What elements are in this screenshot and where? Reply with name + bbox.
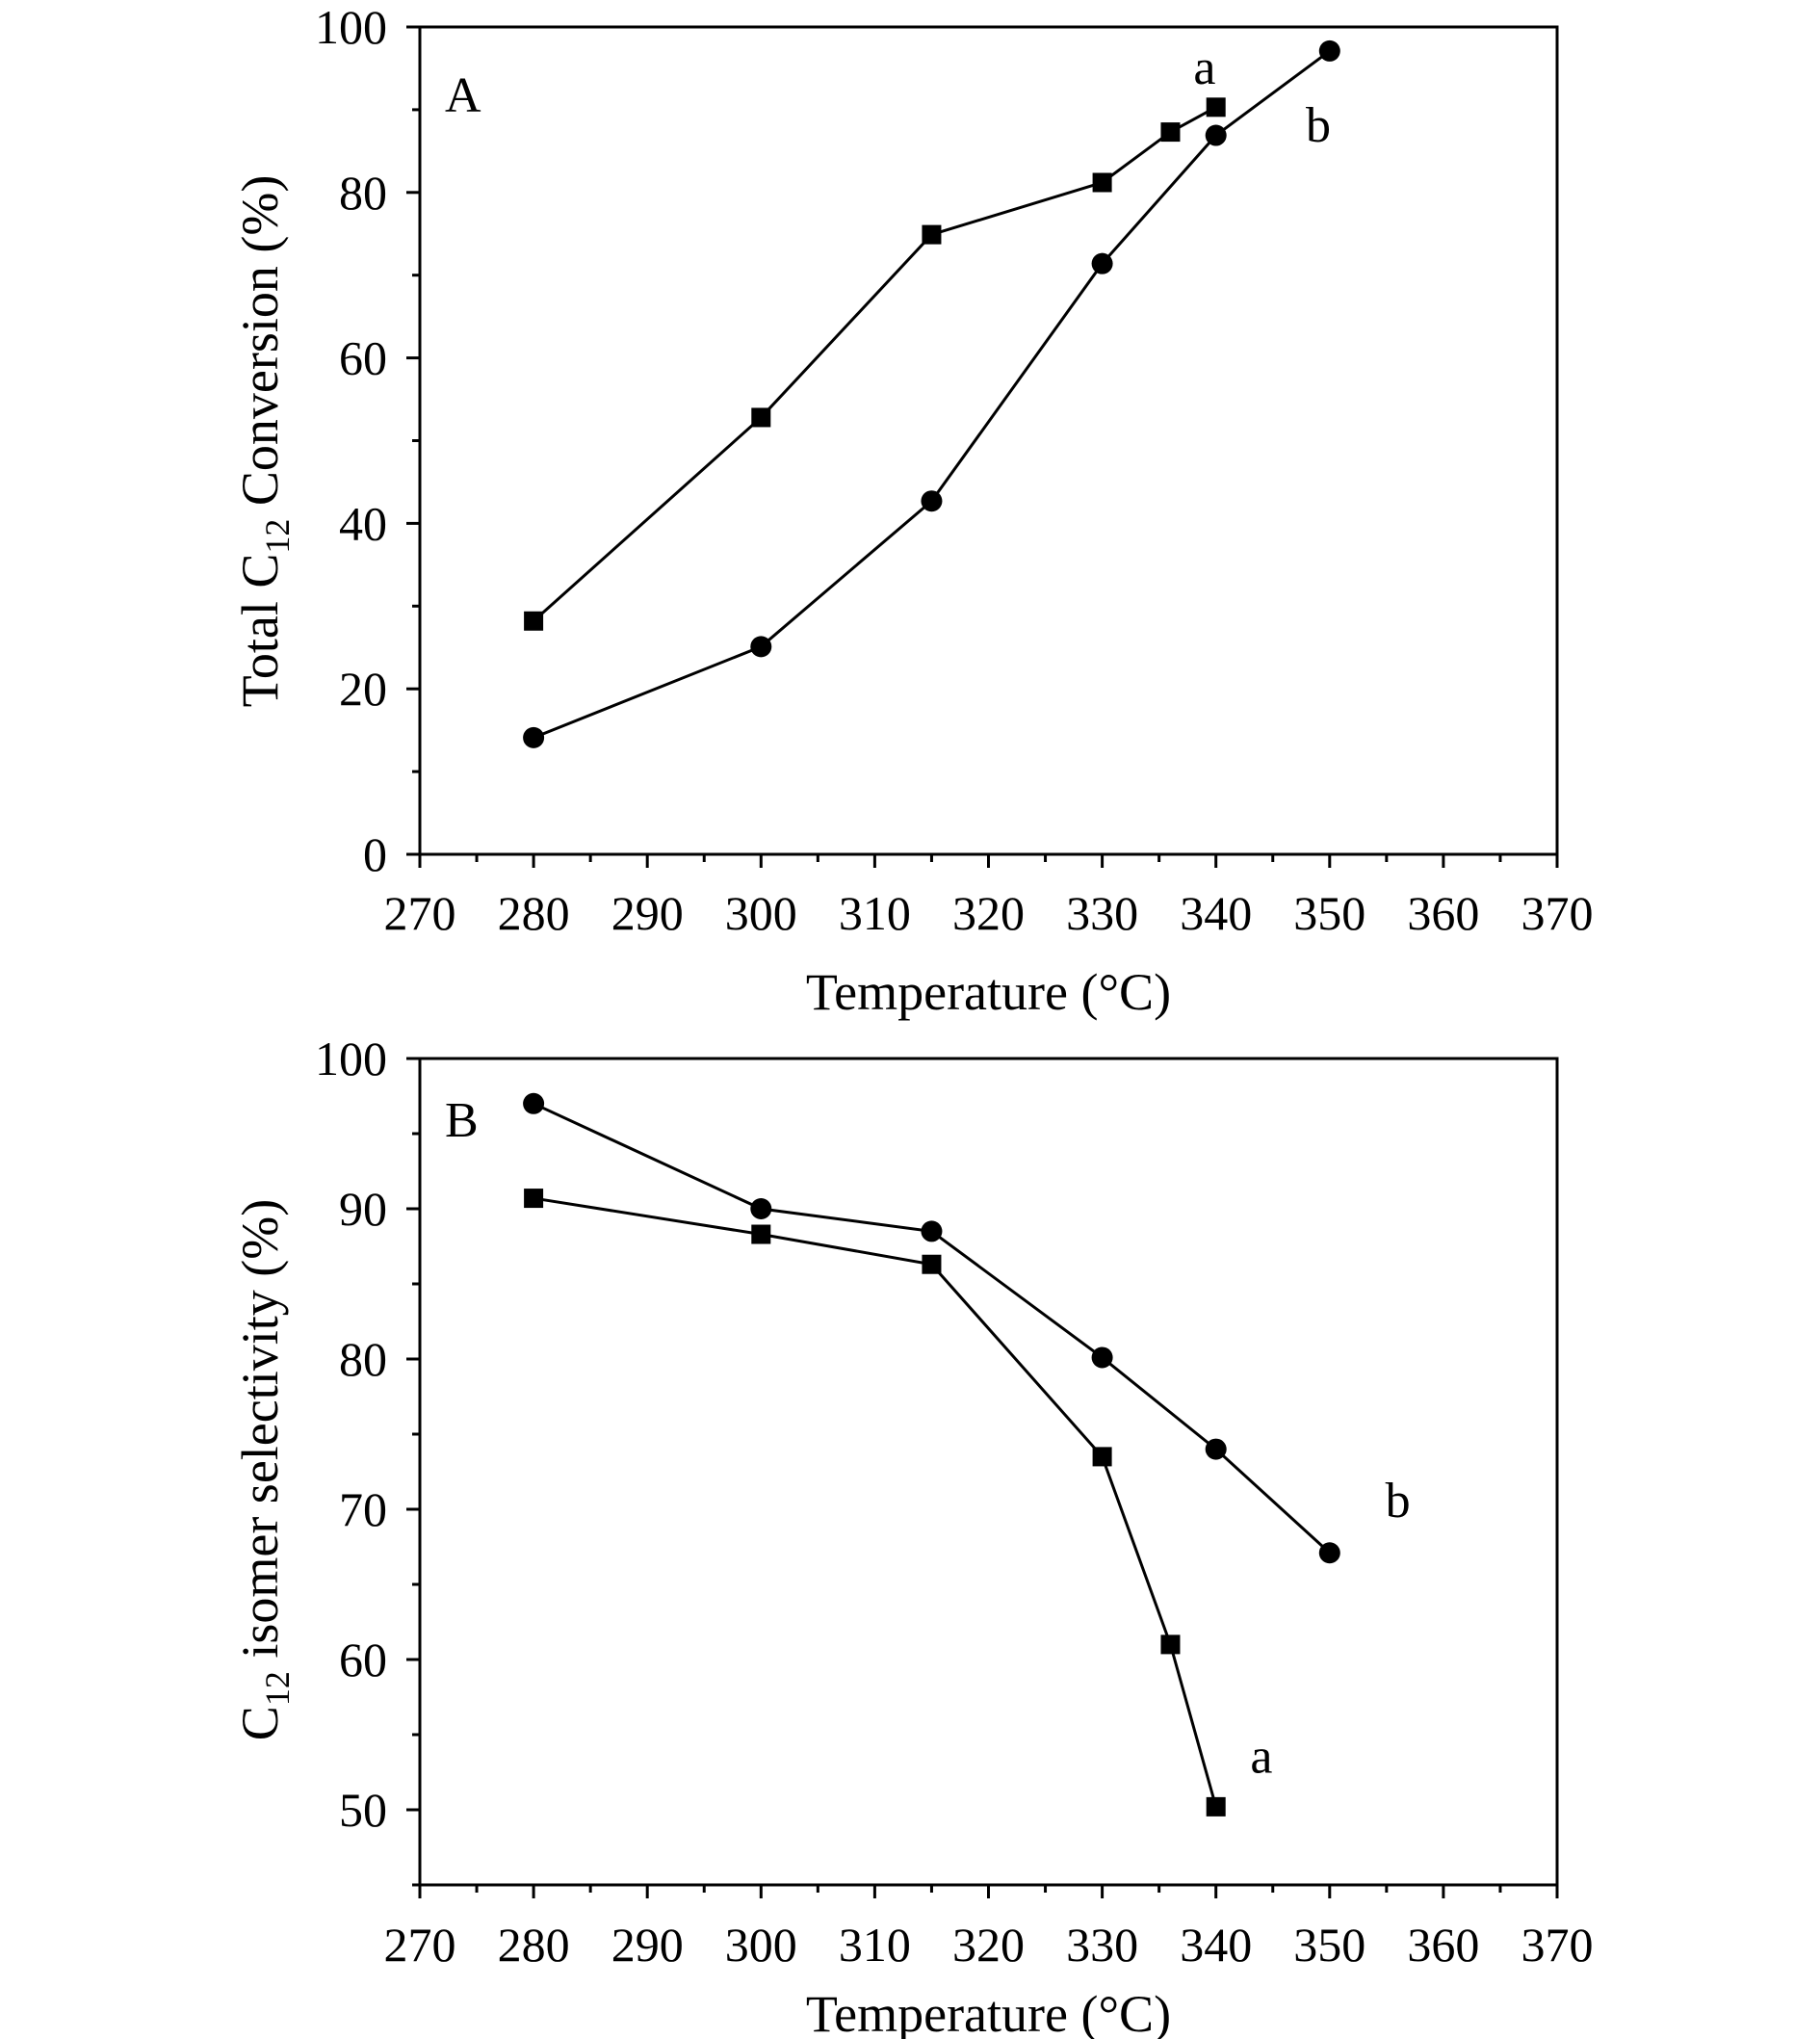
x-axis-label: Temperature (°C) [806, 1985, 1171, 2039]
y-axis-label: Total C12 Conversion (%) [231, 175, 297, 708]
series-b [523, 1092, 1340, 1564]
x-tick-label: 300 [725, 886, 797, 940]
data-point-square [1206, 1796, 1226, 1817]
data-point-circle [750, 636, 772, 658]
data-point-square [524, 611, 544, 631]
x-tick-label: 290 [611, 886, 684, 940]
y-axis-label-prefix: Total C [231, 554, 289, 708]
x-tick-label: 360 [1407, 886, 1479, 940]
y-tick-label: 20 [339, 662, 387, 716]
panel-label: B [445, 1093, 479, 1148]
y-axis-label-subscript: 12 [258, 1671, 297, 1706]
y-tick-label: 60 [339, 331, 387, 385]
data-point-square [922, 224, 942, 245]
data-point-square [1092, 1447, 1112, 1467]
series-line-b [533, 49, 1331, 740]
plot-frame [418, 25, 1559, 856]
data-point-circle [1091, 1346, 1113, 1369]
y-tick-label: 80 [339, 1332, 387, 1386]
y-axis-label: C12 isomer selectivity (%) [231, 1199, 297, 1740]
x-tick-label: 310 [839, 1918, 911, 1972]
x-tick-label: 340 [1180, 1918, 1252, 1972]
x-axis-label: Temperature (°C) [806, 963, 1171, 1021]
x-tick-label: 370 [1521, 886, 1594, 940]
x-tick-label: 270 [384, 886, 456, 940]
y-axis-label-subscript: 12 [258, 519, 297, 554]
x-tick-label: 280 [498, 886, 570, 940]
y-tick-label: 70 [339, 1482, 387, 1536]
data-point-circle [750, 1198, 772, 1219]
x-tick-label: 340 [1180, 886, 1252, 940]
y-tick-label: 0 [363, 827, 387, 881]
series-line-a [533, 106, 1217, 622]
data-point-square [751, 1224, 771, 1244]
y-tick-label: 100 [315, 0, 387, 54]
y-tick-label: 40 [339, 496, 387, 550]
plot-frame [418, 1057, 1559, 1887]
data-point-circle [1318, 39, 1340, 62]
data-point-square [1206, 97, 1226, 118]
series-annotation-a: a [1193, 40, 1215, 95]
series-annotation-b: b [1386, 1474, 1411, 1529]
data-point-circle [523, 1092, 545, 1114]
y-axis-label-prefix: C [231, 1706, 289, 1740]
series-line-a [533, 1196, 1218, 1808]
x-tick-label: 310 [839, 886, 911, 940]
data-point-square [1160, 1634, 1181, 1655]
series-b [523, 39, 1340, 748]
series-a [524, 1189, 1226, 1817]
series-annotation-a: a [1250, 1729, 1272, 1784]
x-tick-label: 290 [611, 1918, 684, 1972]
panel-label: A [445, 68, 481, 123]
y-tick-label: 60 [339, 1633, 387, 1686]
x-tick-label: 350 [1293, 886, 1365, 940]
data-point-circle [1205, 124, 1227, 146]
data-point-square [1160, 122, 1181, 143]
x-tick-label: 330 [1066, 886, 1138, 940]
series-a [524, 97, 1226, 631]
series-annotation-b: b [1306, 98, 1331, 153]
x-tick-label: 360 [1407, 1918, 1479, 1972]
data-point-circle [1205, 1438, 1227, 1460]
x-tick-label: 280 [498, 1918, 570, 1972]
y-axis-label-suffix: Conversion (%) [231, 175, 289, 519]
y-axis-label-suffix: isomer selectivity (%) [231, 1199, 289, 1671]
data-point-circle [921, 1220, 943, 1242]
x-tick-label: 320 [952, 886, 1025, 940]
y-tick-label: 80 [339, 166, 387, 220]
data-point-circle [1091, 252, 1113, 274]
data-point-square [751, 407, 771, 428]
data-point-circle [1318, 1542, 1340, 1564]
x-tick-label: 320 [952, 1918, 1025, 1972]
y-tick-label: 50 [339, 1783, 387, 1837]
x-tick-label: 350 [1293, 1918, 1365, 1972]
x-tick-label: 270 [384, 1918, 456, 1972]
x-tick-label: 300 [725, 1918, 797, 1972]
data-point-square [1092, 172, 1112, 193]
x-tick-label: 330 [1066, 1918, 1138, 1972]
chart-panel-a: 270 280 290 300 310 320 330 340 350 360 370 0 20 40 60… [231, 0, 1594, 1021]
data-point-circle [921, 490, 943, 512]
data-point-square [524, 1189, 544, 1209]
y-tick-label: 100 [315, 1032, 387, 1085]
data-point-square [922, 1254, 942, 1274]
y-tick-label: 90 [339, 1182, 387, 1236]
x-tick-label: 370 [1521, 1918, 1594, 1972]
chart-panel-b: 270 280 290 300 310 320 330 340 350 360 370 50 60 70 8… [231, 1032, 1594, 2039]
data-point-circle [523, 726, 545, 748]
series-line-b [533, 1102, 1331, 1555]
